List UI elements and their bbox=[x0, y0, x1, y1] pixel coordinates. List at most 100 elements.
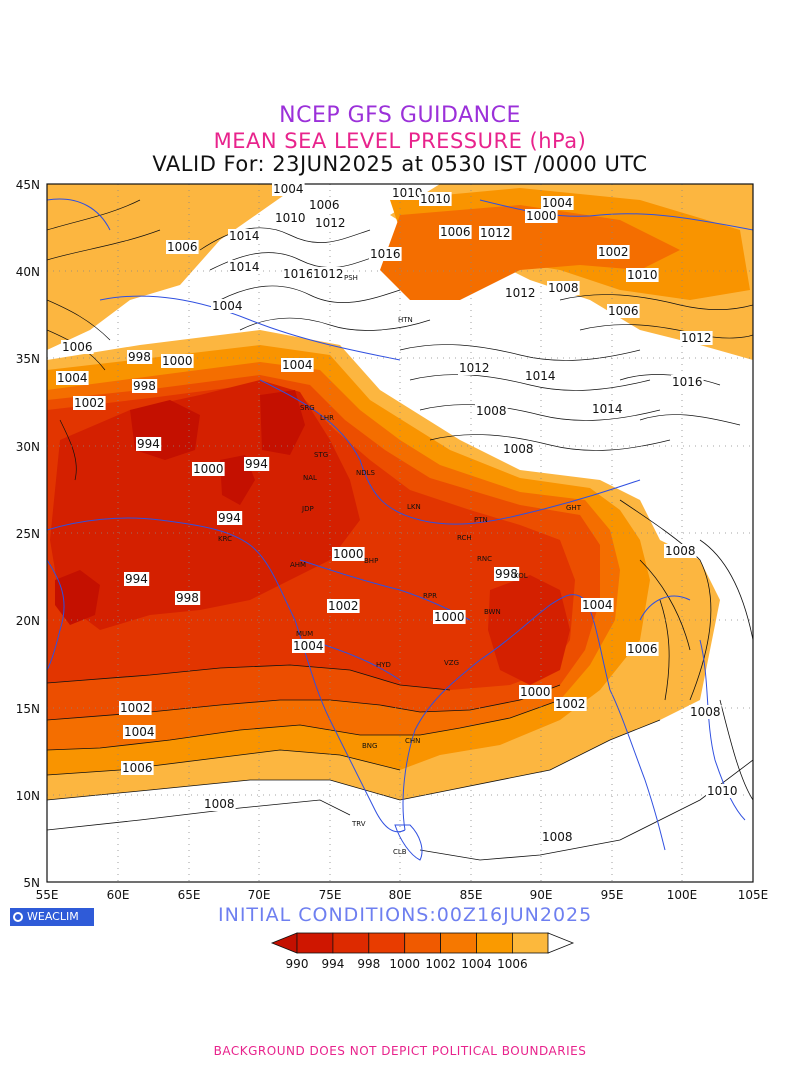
isobar-label-bg bbox=[121, 761, 154, 775]
city-label: RCH bbox=[457, 534, 472, 542]
lon-label: 85E bbox=[460, 888, 483, 902]
isobar-label: 1010 bbox=[707, 784, 738, 798]
legend-high-arrow bbox=[547, 932, 575, 954]
lat-label: 30N bbox=[16, 440, 40, 454]
legend-swatch bbox=[296, 932, 334, 954]
isobar-label-bg bbox=[61, 340, 94, 354]
isobar-label: 1010 bbox=[420, 192, 451, 206]
legend-tick-label: 994 bbox=[321, 957, 344, 971]
city-label: BWN bbox=[484, 608, 501, 616]
isobar-label-bg bbox=[211, 299, 244, 313]
isobar-label: 1004 bbox=[582, 598, 613, 612]
isobar-label-bg bbox=[664, 544, 697, 558]
isobar-label: 1008 bbox=[542, 830, 573, 844]
isobar-label: 994 bbox=[245, 457, 268, 471]
isobar-label: 1008 bbox=[665, 544, 696, 558]
isobar-label-bg bbox=[73, 396, 106, 410]
isobar-label-bg bbox=[175, 591, 201, 605]
city-label: KOL bbox=[514, 572, 528, 580]
isobar-label: 1006 bbox=[62, 340, 93, 354]
isobar-label-bg bbox=[525, 209, 558, 223]
isobar-label: 1002 bbox=[74, 396, 105, 410]
isobar-label: 1012 bbox=[480, 226, 511, 240]
legend-swatch bbox=[404, 932, 442, 954]
isobar-label-bg bbox=[706, 784, 739, 798]
isobar-label-bg bbox=[689, 705, 722, 719]
isobar-label: 1006 bbox=[440, 225, 471, 239]
isobar-label-bg bbox=[56, 371, 89, 385]
isobar-label-bg bbox=[680, 331, 713, 345]
isobar-label: 1002 bbox=[555, 697, 586, 711]
isobar-label: 998 bbox=[133, 379, 156, 393]
legend-tick-label: 1006 bbox=[497, 957, 528, 971]
city-label: RNC bbox=[477, 555, 492, 563]
isobar-label: 1006 bbox=[608, 304, 639, 318]
isobar-label-bg bbox=[274, 211, 307, 225]
isobar-label-bg bbox=[127, 350, 153, 364]
isobar-label: 1000 bbox=[526, 209, 557, 223]
isobar-label-bg bbox=[671, 375, 704, 389]
isobar-label-bg bbox=[161, 354, 194, 368]
city-label: CLB bbox=[393, 848, 407, 856]
legend-tick-label: 998 bbox=[357, 957, 380, 971]
lon-label: 95E bbox=[601, 888, 624, 902]
lat-label: 25N bbox=[16, 527, 40, 541]
chart-title-line1: NCEP GFS GUIDANCE bbox=[279, 103, 521, 128]
isobar-label-bg bbox=[314, 216, 347, 230]
legend-swatch bbox=[440, 932, 477, 954]
lat-label: 40N bbox=[16, 265, 40, 279]
isobar-label-bg bbox=[369, 247, 402, 261]
isobar-label: 1004 bbox=[282, 358, 313, 372]
isobar-label: 1004 bbox=[212, 299, 243, 313]
isobar-label-bg bbox=[581, 598, 614, 612]
isobar-label: 1012 bbox=[315, 216, 346, 230]
lat-label: 5N bbox=[23, 876, 40, 890]
chart-title-line2: MEAN SEA LEVEL PRESSURE (hPa) bbox=[213, 129, 587, 153]
city-label: NDLS bbox=[356, 469, 376, 477]
city-label: AHM bbox=[290, 561, 306, 569]
isobar-label: 1002 bbox=[120, 701, 151, 715]
isobar-label: 1008 bbox=[690, 705, 721, 719]
isobar-label: 1006 bbox=[309, 198, 340, 212]
legend-swatch bbox=[332, 932, 370, 954]
lat-label: 10N bbox=[16, 789, 40, 803]
legend-tick-label: 990 bbox=[286, 957, 309, 971]
band-990 bbox=[55, 390, 305, 625]
isobar-label-bg bbox=[419, 192, 452, 206]
isobar-label: 1014 bbox=[229, 229, 260, 243]
city-label: SRG bbox=[300, 404, 315, 412]
isobar-label-bg bbox=[494, 567, 520, 581]
city-label: HTN bbox=[398, 316, 413, 324]
isobar-label-bg bbox=[312, 267, 345, 281]
isobar-label-bg bbox=[123, 725, 156, 739]
city-label: MUM bbox=[296, 630, 313, 638]
legend-swatch bbox=[512, 932, 549, 954]
isobar-label-bg bbox=[433, 610, 466, 624]
isobar-label-bg bbox=[439, 225, 472, 239]
lon-label: 90E bbox=[530, 888, 553, 902]
isobar-label: 998 bbox=[128, 350, 151, 364]
lon-label: 60E bbox=[107, 888, 130, 902]
isobar-label-bg bbox=[502, 442, 535, 456]
initial-conditions: INITIAL CONDITIONS:00Z16JUN2025 bbox=[218, 904, 593, 926]
isobar-label-bg bbox=[119, 701, 152, 715]
isobar-label: 1010 bbox=[275, 211, 306, 225]
lat-axis: 45N 40N 35N 30N 25N 20N 15N 10N 5N bbox=[16, 178, 40, 890]
isobar-label-bg bbox=[479, 226, 512, 240]
coastlines bbox=[47, 198, 753, 861]
isobar-label: 1000 bbox=[333, 547, 364, 561]
isobar-label: 1002 bbox=[328, 599, 359, 613]
isobar-label: 1006 bbox=[627, 642, 658, 656]
isobar-label-bg bbox=[554, 697, 587, 711]
isobar-label: 1008 bbox=[476, 404, 507, 418]
isobar-label: 1014 bbox=[525, 369, 556, 383]
isobar-label: 1000 bbox=[162, 354, 193, 368]
isobar-label: 1014 bbox=[592, 402, 623, 416]
isobar-label: 998 bbox=[495, 567, 518, 581]
isobar-label-bg bbox=[332, 547, 365, 561]
isobar-label-bg bbox=[475, 404, 508, 418]
isobar-label: 1012 bbox=[681, 331, 712, 345]
isobar-label: 998 bbox=[176, 591, 199, 605]
logo-text: WEACLIM bbox=[27, 910, 79, 923]
isobar-label-bg bbox=[547, 281, 580, 295]
